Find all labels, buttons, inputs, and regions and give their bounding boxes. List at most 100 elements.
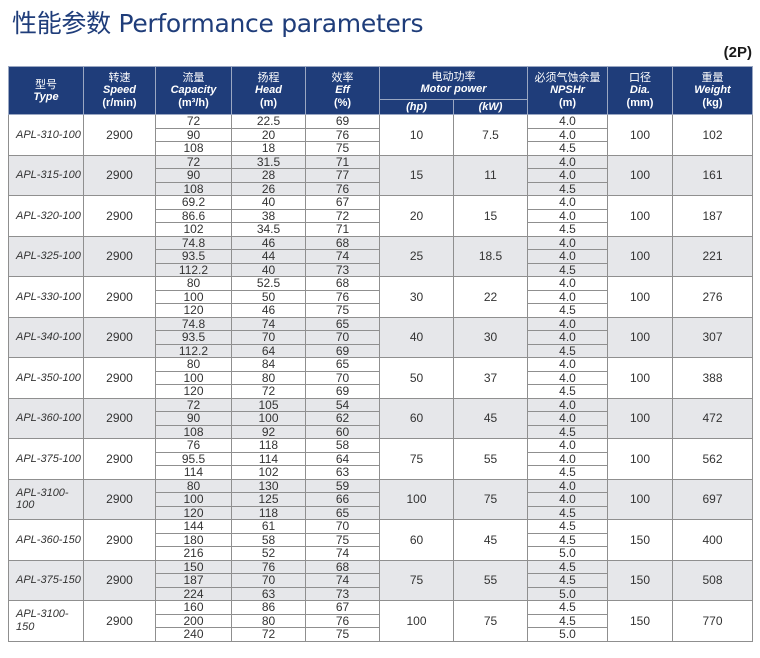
eff-cell: 75 bbox=[305, 303, 380, 318]
eff-cell: 70 bbox=[305, 330, 380, 345]
motor-hp-cell: 75 bbox=[379, 559, 454, 601]
table-row: 120 118 65 4.5 bbox=[9, 505, 753, 520]
head-cell: 70 bbox=[231, 573, 306, 588]
head-cell: 31.5 bbox=[231, 154, 306, 169]
dia-cell: 100 bbox=[607, 114, 673, 156]
capacity-cell: 100 bbox=[155, 370, 232, 385]
eff-cell: 77 bbox=[305, 168, 380, 183]
model-type-cell: APL-375-100 bbox=[8, 438, 84, 480]
capacity-cell: 69.2 bbox=[155, 195, 232, 210]
weight-cell: 508 bbox=[672, 559, 753, 601]
npshr-cell: 4.0 bbox=[527, 235, 608, 250]
eff-cell: 76 bbox=[305, 613, 380, 628]
dia-cell: 150 bbox=[607, 600, 673, 642]
head-cell: 100 bbox=[231, 411, 306, 426]
dia-cell: 100 bbox=[607, 357, 673, 399]
npshr-cell: 4.0 bbox=[527, 195, 608, 210]
eff-cell: 71 bbox=[305, 154, 380, 169]
weight-cell: 770 bbox=[672, 600, 753, 642]
npshr-cell: 4.0 bbox=[527, 276, 608, 291]
npshr-cell: 4.0 bbox=[527, 127, 608, 142]
weight-cell: 187 bbox=[672, 195, 753, 237]
head-cell: 38 bbox=[231, 208, 306, 223]
eff-cell: 62 bbox=[305, 411, 380, 426]
head-cell: 72 bbox=[231, 627, 306, 642]
capacity-cell: 90 bbox=[155, 127, 232, 142]
eff-cell: 63 bbox=[305, 465, 380, 480]
table-body: APL-310-100 2900 72 22.5 69 10 7.5 4.0 100 102 90 2… bbox=[8, 114, 753, 642]
eff-cell: 59 bbox=[305, 478, 380, 493]
capacity-cell: 72 bbox=[155, 397, 232, 412]
npshr-cell: 4.0 bbox=[527, 289, 608, 304]
weight-cell: 102 bbox=[672, 114, 753, 156]
npshr-cell: 4.5 bbox=[527, 303, 608, 318]
eff-cell: 65 bbox=[305, 357, 380, 372]
table-row: 90 28 77 4.0 bbox=[9, 168, 753, 183]
model-type-cell: APL-3100-100 bbox=[8, 478, 84, 520]
dia-cell: 100 bbox=[607, 195, 673, 237]
npshr-cell: 4.0 bbox=[527, 316, 608, 331]
table-row: 120 72 69 4.5 bbox=[9, 384, 753, 399]
npshr-cell: 4.0 bbox=[527, 397, 608, 412]
eff-cell: 70 bbox=[305, 519, 380, 534]
dia-cell: 100 bbox=[607, 235, 673, 277]
head-cell: 102 bbox=[231, 465, 306, 480]
head-cell: 28 bbox=[231, 168, 306, 183]
capacity-cell: 144 bbox=[155, 519, 232, 534]
motor-hp-cell: 15 bbox=[379, 154, 454, 196]
eff-cell: 74 bbox=[305, 573, 380, 588]
head-cell: 22.5 bbox=[231, 114, 306, 129]
table-row: 90 20 76 4.0 bbox=[9, 127, 753, 142]
speed-cell: 2900 bbox=[83, 316, 156, 358]
motor-kw-cell: 37 bbox=[453, 357, 528, 399]
head-cell: 72 bbox=[231, 384, 306, 399]
npshr-cell: 4.5 bbox=[527, 532, 608, 547]
npshr-cell: 4.5 bbox=[527, 384, 608, 399]
table-row: 187 70 74 4.5 bbox=[9, 573, 753, 588]
head-cell: 118 bbox=[231, 505, 306, 520]
eff-cell: 68 bbox=[305, 235, 380, 250]
eff-cell: 67 bbox=[305, 600, 380, 615]
motor-kw-cell: 7.5 bbox=[453, 114, 528, 156]
capacity-cell: 80 bbox=[155, 276, 232, 291]
eff-cell: 76 bbox=[305, 289, 380, 304]
table-row: APL-320-100 2900 69.2 40 67 20 15 4.0 100 187 bbox=[8, 195, 753, 237]
table-row: 112.2 64 69 4.5 bbox=[9, 343, 753, 358]
speed-cell: 2900 bbox=[83, 438, 156, 480]
npshr-cell: 4.0 bbox=[527, 492, 608, 507]
npshr-cell: 4.0 bbox=[527, 478, 608, 493]
head-cell: 64 bbox=[231, 343, 306, 358]
capacity-cell: 180 bbox=[155, 532, 232, 547]
table-row: 200 80 76 4.5 bbox=[9, 613, 753, 628]
header-type: 型号 Type bbox=[8, 66, 84, 115]
eff-cell: 66 bbox=[305, 492, 380, 507]
table-row: APL-340-100 2900 74.8 74 65 40 30 4.0 100 307 bbox=[8, 316, 753, 358]
motor-hp-cell: 100 bbox=[379, 600, 454, 642]
eff-cell: 58 bbox=[305, 438, 380, 453]
head-cell: 114 bbox=[231, 451, 306, 466]
header-npshr: 必须气蚀余量 NPSHr (m) bbox=[527, 66, 608, 115]
capacity-cell: 93.5 bbox=[155, 249, 232, 264]
dia-cell: 100 bbox=[607, 276, 673, 318]
header-dia: 口径 Dia. (mm) bbox=[607, 66, 673, 115]
capacity-cell: 90 bbox=[155, 411, 232, 426]
motor-kw-cell: 11 bbox=[453, 154, 528, 196]
head-cell: 40 bbox=[231, 195, 306, 210]
header-capacity: 流量 Capacity (m³/h) bbox=[155, 66, 232, 115]
motor-kw-cell: 15 bbox=[453, 195, 528, 237]
capacity-cell: 216 bbox=[155, 546, 232, 561]
motor-hp-cell: 60 bbox=[379, 397, 454, 439]
capacity-cell: 120 bbox=[155, 384, 232, 399]
speed-cell: 2900 bbox=[83, 600, 156, 642]
head-cell: 130 bbox=[231, 478, 306, 493]
table-row: APL-3100-150 2900 160 86 67 100 75 4.5 150 770 bbox=[8, 600, 753, 642]
weight-cell: 472 bbox=[672, 397, 753, 439]
model-type-cell: APL-360-150 bbox=[8, 519, 84, 561]
model-type-cell: APL-350-100 bbox=[8, 357, 84, 399]
header-eff: 效率 Eff (%) bbox=[305, 66, 380, 115]
npshr-cell: 4.5 bbox=[527, 600, 608, 615]
motor-hp-cell: 60 bbox=[379, 519, 454, 561]
motor-kw-cell: 75 bbox=[453, 600, 528, 642]
speed-cell: 2900 bbox=[83, 478, 156, 520]
eff-cell: 73 bbox=[305, 586, 380, 601]
